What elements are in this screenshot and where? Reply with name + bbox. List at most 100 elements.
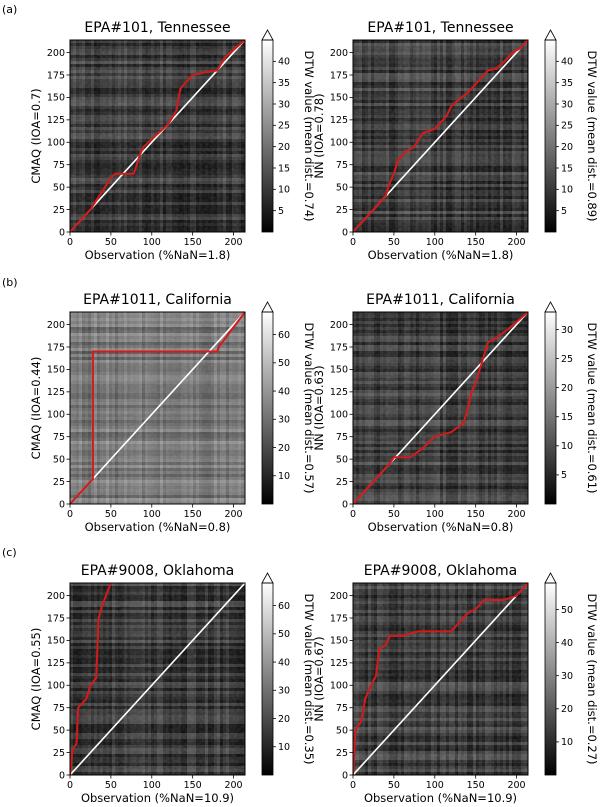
x-tick-label: 0: [350, 780, 356, 791]
y-tick-label: 125: [47, 387, 65, 398]
x-tick-label: 150: [184, 509, 202, 520]
colorbar-tick-label: 10: [278, 471, 290, 482]
colorbar-tick-label: 25: [278, 121, 290, 132]
y-axis-label: NN (IOA=0.67): [312, 636, 326, 721]
plot-frame: [352, 311, 529, 505]
colorbar-tick-label: 60: [278, 330, 290, 341]
colorbar-label: DTW value (mean dist.=0.89): [585, 50, 599, 221]
plot-frame: [69, 311, 246, 505]
x-tick-label: 50: [105, 780, 117, 791]
colorbar: 5 10 15 20 25 30 35 40 DTW value (mean dist.=0.7…: [261, 29, 316, 233]
x-tick-label: 50: [388, 237, 400, 248]
y-tick-label: 150: [330, 93, 348, 104]
colorbar-extend-arrow: [261, 301, 274, 313]
chart-title: EPA#9008, Oklahoma: [364, 563, 517, 579]
y-tick-label: 100: [47, 410, 65, 421]
y-tick-label: 75: [53, 160, 65, 171]
y-tick-label: 25: [53, 477, 65, 488]
plot-frame: [69, 582, 246, 776]
colorbar-extend-arrow: [544, 572, 557, 584]
y-tick-label: 125: [47, 658, 65, 669]
x-tick-label: 100: [143, 780, 161, 791]
y-tick-label: 100: [330, 410, 348, 421]
colorbar-tick-label: 5: [561, 206, 567, 217]
y-tick-label: 100: [47, 681, 65, 692]
panel-2: 0 50 100 150 200 0 25 50 75 100 125 150 175 200 EPA#10…: [312, 20, 599, 262]
x-tick-label: 50: [388, 780, 400, 791]
y-tick-label: 125: [330, 658, 348, 669]
y-tick-label: 0: [59, 227, 65, 238]
y-tick-label: 175: [47, 342, 65, 353]
x-tick-label: 100: [426, 237, 444, 248]
y-tick-label: 175: [47, 613, 65, 624]
chart-title: EPA#1011, California: [366, 292, 515, 308]
y-tick-label: 200: [330, 48, 348, 59]
colorbar-tick-label: 30: [278, 415, 290, 426]
y-tick-label: 125: [330, 387, 348, 398]
x-tick-label: 50: [105, 509, 117, 520]
colorbar-gradient: [545, 312, 556, 504]
panel-3: 0 50 100 150 200 0 25 50 75 100 125 150 175 200 EPA#10…: [29, 292, 316, 534]
y-tick-label: 25: [53, 205, 65, 216]
x-tick-label: 50: [105, 237, 117, 248]
colorbar-tick-label: 5: [561, 470, 567, 481]
x-tick-label: 0: [67, 509, 73, 520]
y-tick-label: 25: [336, 748, 348, 759]
y-tick-label: 175: [47, 70, 65, 81]
colorbar-tick-label: 20: [278, 714, 290, 725]
x-tick-label: 50: [388, 509, 400, 520]
colorbar-tick-label: 20: [561, 704, 573, 715]
dtw-path: [353, 583, 528, 775]
colorbar-tick-label: 50: [278, 358, 290, 369]
x-tick-label: 150: [467, 237, 485, 248]
colorbar-tick-label: 20: [561, 383, 573, 394]
plot-frame: [352, 582, 529, 776]
colorbar: 10 20 30 40 50 60 DTW value (mean dist.=0.35): [261, 572, 316, 776]
x-tick-label: 0: [67, 237, 73, 248]
colorbar-label: DTW value (mean dist.=0.61): [585, 322, 599, 493]
colorbar-tick-label: 10: [561, 737, 573, 748]
chart-title: EPA#101, Tennessee: [84, 20, 230, 36]
colorbar-label: DTW value (mean dist.=0.74): [302, 50, 316, 221]
y-tick-label: 150: [47, 365, 65, 376]
colorbar-tick-label: 30: [278, 99, 290, 110]
x-tick-label: 150: [467, 509, 485, 520]
y-tick-label: 50: [336, 725, 348, 736]
y-tick-label: 0: [342, 770, 348, 781]
y-tick-label: 0: [59, 770, 65, 781]
colorbar-tick-label: 30: [278, 686, 290, 697]
colorbar-tick-label: 20: [278, 443, 290, 454]
colorbar-extend-arrow: [544, 301, 557, 313]
colorbar-extend-arrow: [261, 29, 274, 41]
y-tick-label: 75: [336, 703, 348, 714]
y-tick-label: 50: [336, 454, 348, 465]
y-tick-label: 75: [53, 703, 65, 714]
colorbar-label: DTW value (mean dist.=0.57): [302, 322, 316, 493]
x-tick-label: 200: [507, 509, 525, 520]
y-tick-label: 200: [330, 591, 348, 602]
colorbar-gradient: [262, 312, 273, 504]
y-tick-label: 50: [53, 182, 65, 193]
x-tick-label: 100: [143, 237, 161, 248]
y-tick-label: 75: [336, 160, 348, 171]
y-tick-label: 75: [336, 432, 348, 443]
y-tick-label: 50: [53, 725, 65, 736]
colorbar-label: DTW value (mean dist.=0.35): [302, 593, 316, 764]
colorbar-tick-label: 30: [561, 99, 573, 110]
colorbar-tick-label: 40: [278, 657, 290, 668]
colorbar: 10 20 30 40 50 DTW value (mean dist.=0.27): [544, 572, 599, 776]
x-axis-label: Observation (%NaN=1.8): [368, 248, 514, 262]
y-tick-label: 0: [342, 499, 348, 510]
x-axis-label: Observation (%NaN=1.8): [85, 248, 231, 262]
colorbar-tick-label: 40: [561, 638, 573, 649]
chart-title: EPA#9008, Oklahoma: [81, 563, 234, 579]
colorbar-tick-label: 35: [278, 78, 290, 89]
plot-frame: [352, 39, 529, 233]
y-axis-label: CMAQ (IOA=0.44): [29, 357, 43, 460]
x-tick-label: 200: [224, 780, 242, 791]
dtw-path: [70, 40, 245, 232]
x-tick-label: 200: [224, 509, 242, 520]
colorbar: 5 10 15 20 25 30 35 40 DTW value (mean dist.=0.8…: [544, 29, 599, 233]
colorbar-tick-label: 10: [278, 742, 290, 753]
dtw-path: [70, 312, 245, 504]
